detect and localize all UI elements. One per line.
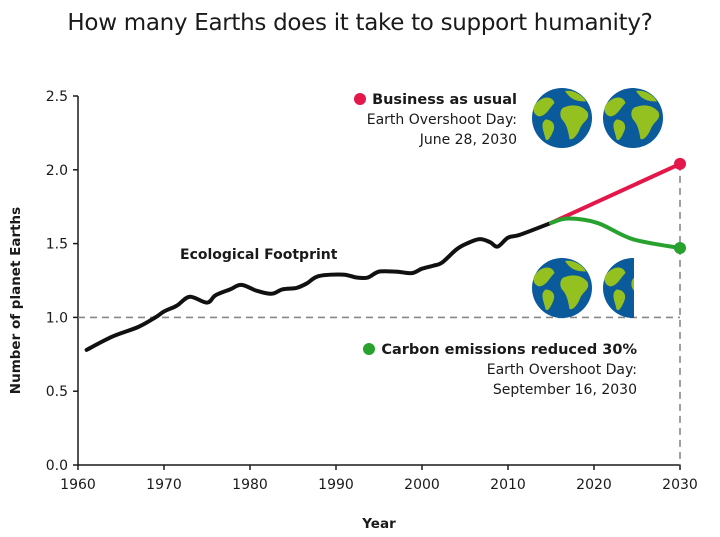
y-tick-label: 0.5 xyxy=(46,384,68,400)
carbon-endpoint xyxy=(674,242,686,255)
earth-icon-bau-1 xyxy=(532,88,592,148)
y-tick-label: 2.5 xyxy=(46,89,68,105)
x-tick-label: 2000 xyxy=(404,477,440,493)
bau-annotation: Business as usual Earth Overshoot Day: J… xyxy=(354,90,517,150)
globe-land xyxy=(565,260,586,272)
series-line-2 xyxy=(549,161,682,225)
x-tick-label: 1970 xyxy=(146,477,182,493)
y-axis-label: Number of planet Earths xyxy=(8,207,24,394)
globe-land xyxy=(631,105,660,140)
globe-land xyxy=(636,261,657,272)
earth-icon-carbon-half xyxy=(603,258,657,318)
x-tick-label: 1980 xyxy=(232,477,268,493)
chart-title: How many Earths does it take to support … xyxy=(67,10,653,36)
series-line-1 xyxy=(84,220,553,352)
bau-line2: June 28, 2030 xyxy=(419,132,517,148)
bau-dot-icon xyxy=(354,93,367,105)
globe-land xyxy=(636,90,657,102)
globe-land xyxy=(560,105,589,140)
bau-title: Business as usual xyxy=(372,92,517,108)
globe-land xyxy=(613,289,626,311)
carbon-title: Carbon emissions reduced 30% xyxy=(381,342,637,358)
bau-endpoint xyxy=(674,157,686,170)
earth-icon-carbon-1 xyxy=(532,258,592,318)
carbon-line2: September 16, 2030 xyxy=(492,382,637,398)
globe-land xyxy=(542,289,555,311)
bau-line1: Earth Overshoot Day: xyxy=(366,112,517,128)
globe-land xyxy=(631,277,634,291)
earth-icon-bau-2 xyxy=(603,88,663,148)
x-tick-label: 2020 xyxy=(576,477,612,493)
carbon-dot-icon xyxy=(363,343,376,355)
carbon-line1: Earth Overshoot Day: xyxy=(486,362,637,378)
x-axis-label: Year xyxy=(361,516,396,532)
x-tick-label: 1990 xyxy=(318,477,354,493)
globe-land xyxy=(565,90,586,102)
y-tick-label: 1.0 xyxy=(46,310,68,326)
carbon-annotation: Carbon emissions reduced 30% Earth Overs… xyxy=(363,340,637,400)
globe-land xyxy=(560,275,589,310)
globe-land xyxy=(613,119,626,141)
series-line-3 xyxy=(549,216,682,251)
x-tick-label: 2030 xyxy=(662,477,698,493)
ecological-footprint-label: Ecological Footprint xyxy=(180,247,338,263)
y-tick-label: 2.0 xyxy=(46,163,68,179)
globe-land xyxy=(604,267,626,287)
globe-land xyxy=(542,119,555,141)
x-tick-label: 2010 xyxy=(490,477,526,493)
globe-land xyxy=(533,267,555,287)
y-tick-label: 0.0 xyxy=(46,458,68,474)
globe-land xyxy=(604,97,626,117)
x-tick-label: 1960 xyxy=(60,477,96,493)
y-tick-label: 1.5 xyxy=(46,237,68,253)
globe-land xyxy=(533,97,555,117)
